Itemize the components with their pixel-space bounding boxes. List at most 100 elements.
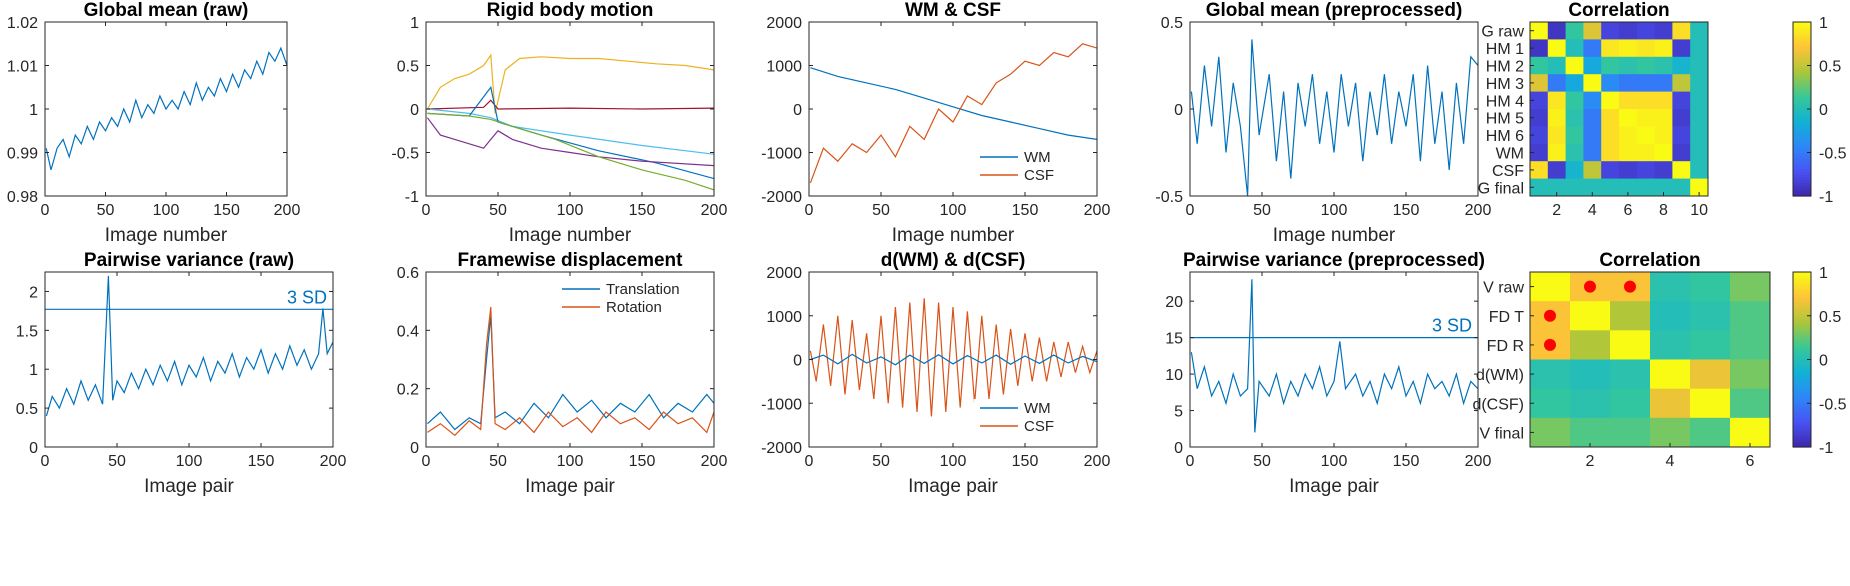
colorbar-swatch — [1793, 187, 1811, 192]
colorbar-swatch — [1793, 370, 1811, 374]
y-tick-label: 2000 — [766, 265, 802, 282]
y-tick-label: 10 — [1165, 367, 1183, 384]
heatmap-cell — [1636, 56, 1656, 75]
x-tick-label: 8 — [1659, 202, 1668, 219]
x-tick-label: 150 — [1012, 202, 1039, 219]
heatmap-cell — [1583, 74, 1602, 93]
colorbar-swatch — [1793, 41, 1811, 45]
colorbar-swatch — [1793, 79, 1811, 83]
colorbar-swatch — [1793, 408, 1811, 413]
heatmap-cell — [1610, 301, 1651, 331]
heatmap-cell — [1610, 330, 1651, 360]
colorbar-swatch — [1793, 403, 1811, 407]
colorbar-swatch — [1793, 354, 1811, 358]
y-tick-label: 0 — [793, 353, 802, 370]
heatmap-cell — [1690, 359, 1731, 390]
x-tick-label: 50 — [1253, 453, 1271, 470]
series-line-0 — [1190, 39, 1478, 196]
colorbar-swatch — [1793, 141, 1811, 145]
chart-title: Global mean (preprocessed) — [1206, 0, 1463, 21]
colorbar-swatch — [1793, 185, 1811, 189]
x-tick-label: 0 — [1186, 202, 1195, 219]
y-tick-label: 0.98 — [7, 189, 38, 206]
colorbar-swatch — [1793, 293, 1811, 298]
x-tick-label: 50 — [489, 453, 507, 470]
colorbar-tick-label: 0 — [1819, 353, 1828, 370]
x-tick-label: 4 — [1588, 202, 1597, 219]
heatmap-cell — [1636, 22, 1656, 40]
y-tick-label: 0 — [793, 102, 802, 119]
heatmap-cell — [1654, 109, 1673, 127]
heatmap-cell — [1672, 143, 1691, 162]
colorbar-swatch — [1793, 128, 1811, 132]
axes-box — [1189, 21, 1479, 197]
axes-box — [1529, 271, 1771, 448]
heatmap-cell — [1583, 39, 1602, 58]
series-line-wm — [810, 353, 1097, 366]
heatmap-cell — [1619, 74, 1638, 93]
colorbar-swatch — [1793, 296, 1811, 300]
row-label: d(WM) — [1476, 367, 1524, 384]
colorbar-swatch — [1793, 125, 1811, 129]
heatmap-cell — [1583, 161, 1602, 180]
heatmap-cell — [1547, 143, 1567, 162]
y-tick-label: 1000 — [766, 59, 802, 76]
y-tick-label: -2000 — [761, 440, 802, 457]
x-tick-label: 50 — [872, 453, 890, 470]
colorbar-swatch — [1793, 436, 1811, 440]
heatmap-cell — [1601, 91, 1620, 110]
heatmap-cell — [1530, 143, 1549, 162]
x-axis-label: Image pair — [144, 476, 234, 497]
colorbar-swatch — [1793, 76, 1811, 80]
heatmap-cell — [1690, 161, 1709, 180]
colorbar-swatch — [1793, 285, 1811, 290]
heatmap-cell — [1672, 126, 1691, 145]
heatmap-cell — [1530, 22, 1549, 40]
y-tick-label: -0.5 — [1155, 189, 1183, 206]
colorbar-swatch — [1793, 386, 1811, 391]
heatmap-cell — [1654, 91, 1673, 110]
heatmap-cell — [1530, 91, 1549, 110]
heatmap-cell — [1690, 178, 1709, 197]
colorbar-swatch — [1793, 313, 1811, 317]
y-tick-label: 0.5 — [397, 59, 419, 76]
significance-marker — [1624, 280, 1636, 293]
chart-rigid-body-motion: Rigid body motion 0 50 100 150 200 -1 -0.5 0 0.5 1… — [391, 0, 727, 246]
heatmap-cell — [1636, 161, 1656, 180]
colorbar-swatch — [1793, 106, 1811, 110]
row-label: FD R — [1487, 338, 1524, 355]
legend-label: Rotation — [606, 299, 662, 316]
x-tick-label: 150 — [248, 453, 275, 470]
heatmap-cell — [1601, 126, 1620, 145]
y-tick-label: 1.01 — [7, 59, 38, 76]
x-tick-label: 200 — [701, 453, 728, 470]
heatmap-cell — [1610, 359, 1651, 390]
heatmap-cell — [1636, 143, 1656, 162]
series-line-5 — [427, 112, 714, 191]
colorbar-swatch — [1793, 343, 1811, 347]
heatmap-cell — [1690, 388, 1731, 419]
colorbar-swatch — [1793, 375, 1811, 380]
series-line-wm — [810, 67, 1097, 140]
heatmap-cell — [1650, 417, 1691, 448]
colorbar-swatch — [1793, 359, 1811, 363]
heatmap-cell — [1547, 91, 1567, 110]
colorbar-swatch — [1793, 427, 1811, 432]
colorbar-swatch — [1793, 414, 1811, 418]
heatmap-cell — [1601, 178, 1620, 197]
colorbar-swatch — [1793, 326, 1811, 331]
heatmap-cell — [1601, 56, 1620, 75]
heatmap-cell — [1690, 272, 1731, 302]
colorbar-swatch — [1793, 419, 1811, 423]
colorbar-swatch — [1793, 152, 1811, 156]
heatmap-cell — [1730, 330, 1771, 360]
y-tick-label: 1 — [29, 362, 38, 379]
chart-framewise-displacement: Framewise displacement 0 50 100 150 200 0 0.2 0.… — [397, 250, 728, 497]
series-line-0 — [45, 46, 287, 171]
heatmap-cell — [1654, 56, 1673, 75]
x-tick-label: 2 — [1552, 202, 1561, 219]
heatmap-cell — [1530, 126, 1549, 145]
heatmap-cell — [1730, 388, 1771, 419]
